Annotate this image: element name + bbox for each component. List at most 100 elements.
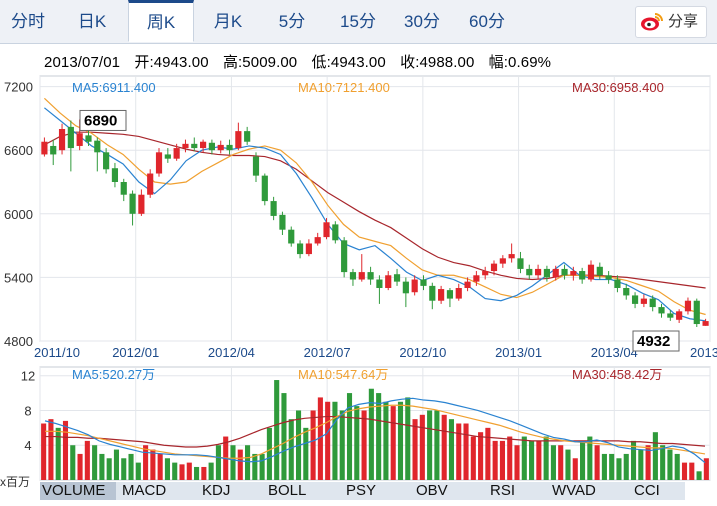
price-x-tick-label: 2012/10	[399, 345, 446, 360]
candle-body	[640, 298, 647, 304]
tab-30min[interactable]: 30分	[404, 12, 440, 31]
candle-body	[147, 173, 154, 195]
candle-body	[164, 154, 171, 159]
candle-body	[420, 279, 427, 286]
volume-bar	[179, 464, 185, 480]
tab-15min[interactable]: 15分	[340, 12, 376, 31]
candle-body	[155, 152, 163, 174]
candle-body	[305, 243, 312, 255]
candle-body	[438, 289, 445, 301]
info-high: 高:5009.00	[222, 54, 298, 71]
candle-body	[693, 300, 700, 325]
volume-bar	[529, 440, 535, 480]
volume-bar	[84, 440, 90, 480]
tab-60min[interactable]: 60分	[469, 12, 505, 31]
volume-bar	[252, 453, 258, 480]
indicator-tab-psy[interactable]: PSY	[346, 482, 377, 499]
tab-weekly-k[interactable]: 周K	[128, 0, 194, 42]
candle-body	[376, 279, 383, 288]
candle-body	[508, 254, 515, 259]
volume-bar	[332, 401, 338, 480]
candle-body	[349, 272, 357, 280]
candle-body	[288, 229, 295, 244]
candle-body	[182, 143, 189, 149]
volume-bar	[128, 453, 134, 480]
candle-body	[367, 272, 374, 280]
candle-body	[658, 307, 665, 314]
indicator-tab-kdj[interactable]: KDJ	[202, 482, 231, 499]
price-x-tick-label: 2012/07	[304, 345, 351, 360]
volume-bar	[703, 458, 709, 480]
volume-ma30-legend: MA30:458.42万	[572, 367, 662, 382]
volume-bar	[580, 440, 586, 480]
candle-body	[58, 129, 66, 151]
volume-bar	[492, 440, 498, 480]
share-button[interactable]: 分享	[634, 6, 707, 38]
volume-bar	[194, 466, 200, 480]
info-date: 2013/07/01	[44, 54, 121, 71]
price-ma30-legend: MA30:6958.400	[572, 80, 664, 95]
candle-body	[535, 268, 542, 276]
indicator-tab-volume[interactable]: VOLUME	[40, 482, 116, 500]
volume-bar	[157, 453, 163, 480]
candle-body	[393, 274, 401, 282]
volume-bar	[638, 449, 644, 480]
info-open: 开:4943.00	[134, 54, 209, 71]
price-x-tick-label: 2013/07	[690, 345, 717, 360]
volume-bar	[266, 427, 272, 480]
candle-body	[570, 271, 577, 276]
indicator-tab-boll[interactable]: BOLL	[268, 482, 307, 499]
price-y-tick-label: 5400	[4, 270, 33, 285]
indicator-tab-rsi[interactable]: RSI	[490, 482, 516, 499]
volume-bar	[427, 410, 433, 480]
volume-bar	[616, 458, 622, 480]
volume-bar	[463, 423, 469, 480]
price-x-tick-label: 2012/04	[208, 345, 255, 360]
price-ma10-legend: MA10:7121.400	[298, 80, 390, 95]
volume-unit-label: x百万	[0, 475, 31, 489]
tab-timeshare[interactable]: 分时	[11, 12, 45, 31]
volume-bar	[645, 445, 651, 480]
volume-bar	[70, 445, 76, 480]
volume-bar	[681, 462, 688, 480]
candle-body	[191, 143, 198, 149]
price-y-tick-label: 6600	[4, 143, 33, 158]
indicator-tab-wvad[interactable]: WVAD	[552, 482, 596, 499]
tab-5min[interactable]: 5分	[278, 12, 306, 31]
candle-body	[596, 266, 603, 276]
candle-body	[85, 135, 92, 142]
info-change: 幅:0.69%	[488, 54, 552, 71]
weibo-icon	[640, 13, 663, 31]
volume-ma5-legend: MA5:520.27万	[72, 367, 155, 382]
price-ma10-line	[43, 97, 706, 316]
tab-monthly-k[interactable]: 月K	[213, 12, 243, 31]
indicator-tab-macd[interactable]: MACD	[122, 482, 167, 499]
price-ma5-line	[44, 107, 706, 322]
volume-bar	[113, 449, 120, 480]
volume-ma10-line	[45, 404, 706, 459]
candle-body	[543, 268, 550, 278]
candle-body	[296, 243, 304, 255]
candle-body	[332, 224, 339, 241]
candle-body	[138, 194, 145, 214]
volume-bar	[77, 453, 83, 480]
candle-body	[411, 279, 418, 293]
tab-daily-k[interactable]: 日K	[77, 12, 107, 31]
ohlc-info-bar: 2013/07/01 开:4943.00 高:5009.00 低:4943.00…	[44, 51, 561, 72]
candle-body	[667, 313, 674, 318]
volume-bar	[259, 453, 265, 480]
indicator-tab-obv[interactable]: OBV	[416, 482, 448, 499]
volume-bar	[201, 466, 207, 480]
candle-body	[261, 175, 268, 202]
candle-body	[526, 268, 533, 276]
price-x-tick-label: 2012/01	[112, 345, 159, 360]
volume-bar	[441, 414, 447, 480]
candle-body	[614, 279, 621, 288]
volume-bar	[164, 458, 170, 480]
indicator-tab-cci[interactable]: CCI	[634, 482, 660, 499]
volume-bar	[230, 445, 236, 480]
volume-bar	[419, 414, 425, 480]
volume-bar	[99, 453, 105, 480]
volume-bar	[186, 462, 192, 480]
volume-bar	[288, 419, 294, 480]
